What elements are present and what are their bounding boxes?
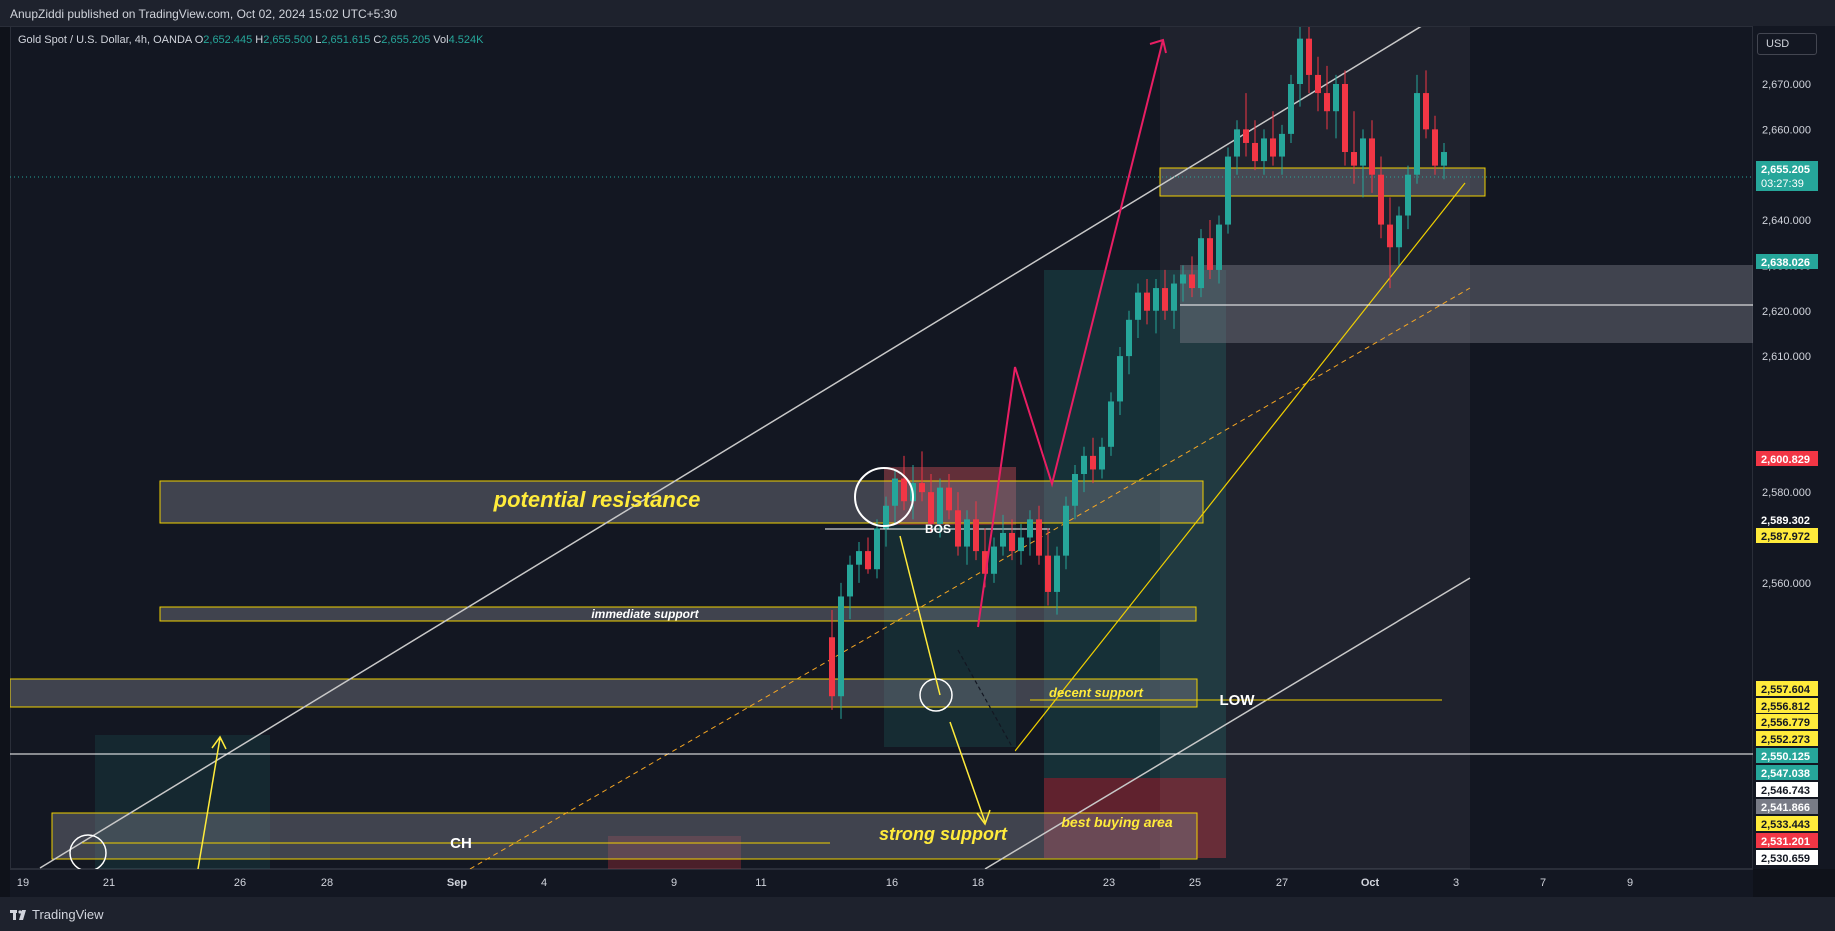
open-label: O bbox=[194, 34, 204, 46]
tradingview-logo-icon bbox=[10, 909, 26, 920]
currency-button[interactable]: USD bbox=[1757, 33, 1817, 55]
publish-bar: AnupZiddi published on TradingView.com, … bbox=[0, 0, 1835, 27]
tradingview-logo[interactable]: TradingView bbox=[10, 907, 104, 922]
low-label: L bbox=[315, 34, 322, 46]
close-value: 2,655.205 bbox=[381, 34, 431, 46]
volume-value: 4.524K bbox=[448, 34, 484, 46]
price-axis[interactable] bbox=[1753, 26, 1835, 869]
high-label: H bbox=[255, 34, 264, 46]
chart-pane[interactable] bbox=[10, 26, 1753, 869]
time-axis[interactable] bbox=[10, 869, 1753, 898]
symbol-legend: Gold Spot / U.S. Dollar, 4h, OANDA O2,65… bbox=[18, 34, 483, 46]
low-value: 2,651.615 bbox=[321, 34, 371, 46]
publish-info: AnupZiddi published on TradingView.com, … bbox=[10, 7, 398, 21]
volume-label: Vol bbox=[433, 34, 449, 46]
open-value: 2,652.445 bbox=[203, 34, 253, 46]
footer-bar: TradingView bbox=[0, 897, 1835, 931]
symbol-name: Gold Spot / U.S. Dollar, 4h, OANDA bbox=[18, 34, 192, 46]
tradingview-brand: TradingView bbox=[32, 907, 104, 922]
high-value: 2,655.500 bbox=[263, 34, 313, 46]
close-label: C bbox=[373, 34, 382, 46]
